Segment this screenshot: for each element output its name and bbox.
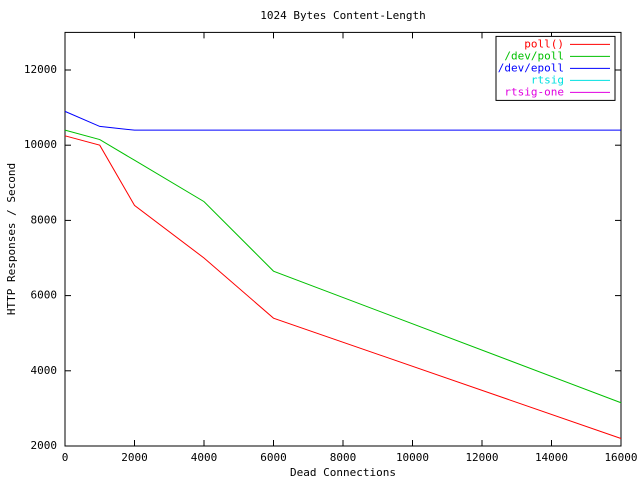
x-tick-label: 14000	[535, 451, 568, 464]
series-line	[64, 135, 622, 439]
legend-label: rtsig-one	[504, 85, 564, 98]
chart-title: 1024 Bytes Content-Length	[260, 9, 426, 22]
x-tick-label: 16000	[604, 451, 637, 464]
y-tick-label: 8000	[31, 213, 58, 226]
x-tick-label: 0	[62, 451, 69, 464]
y-tick-label: 12000	[24, 63, 57, 76]
legend-label: rtsig	[531, 73, 564, 86]
x-tick-label: 8000	[330, 451, 357, 464]
y-tick-label: 4000	[31, 364, 58, 377]
legend-label: /dev/poll	[504, 49, 564, 62]
series-line	[64, 110, 621, 131]
y-tick-label: 2000	[31, 439, 58, 452]
y-tick-label: 10000	[24, 138, 57, 151]
x-tick-label: 10000	[396, 451, 429, 464]
x-tick-label: 2000	[121, 451, 148, 464]
x-axis-label: Dead Connections	[290, 466, 396, 479]
y-tick-label: 6000	[31, 289, 58, 302]
x-tick-label: 4000	[191, 451, 218, 464]
legend-label: poll()	[524, 37, 564, 50]
x-tick-label: 12000	[465, 451, 498, 464]
series-line	[64, 129, 622, 404]
legend-label: /dev/epoll	[498, 61, 564, 74]
y-axis-label: HTTP Responses / Second	[5, 163, 18, 315]
x-tick-label: 6000	[260, 451, 287, 464]
